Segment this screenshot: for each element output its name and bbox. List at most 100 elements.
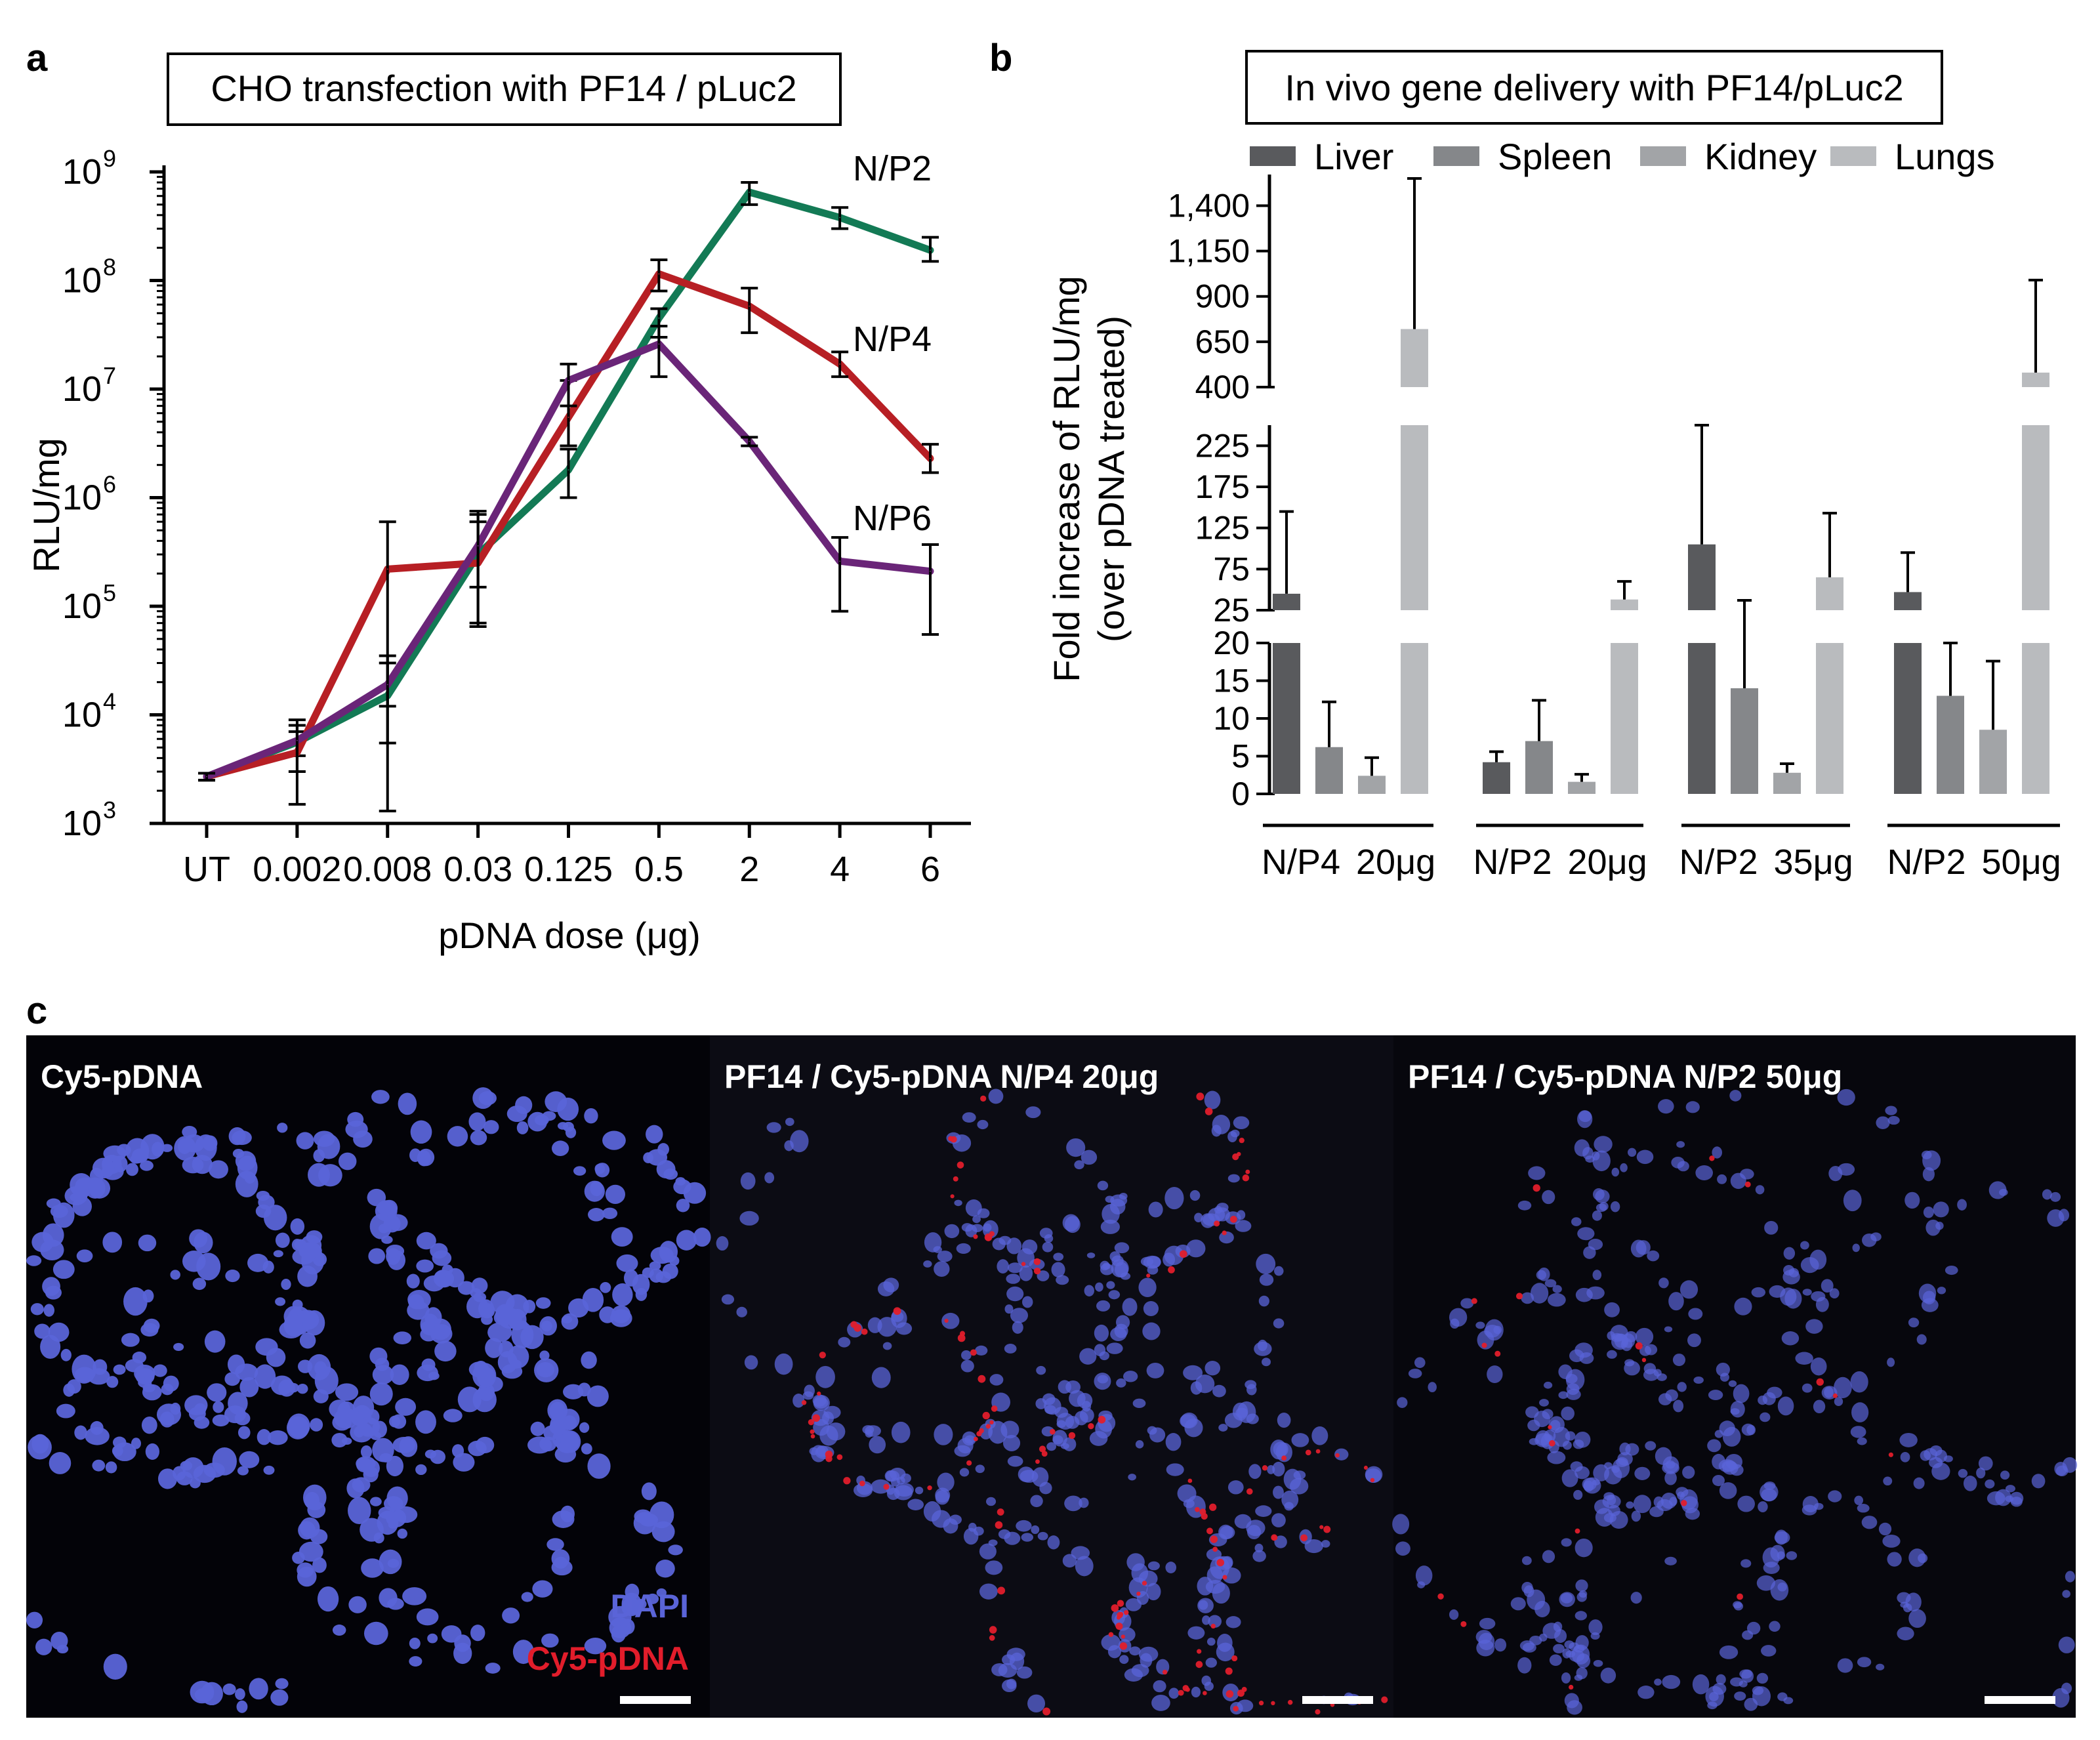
dapi-nucleus xyxy=(1728,1380,1737,1387)
dapi-nucleus xyxy=(1657,1373,1667,1381)
cy5-signal xyxy=(1195,1661,1203,1668)
chart-a-ytick-label-5: 10 xyxy=(62,261,102,300)
chart-a-title: CHO transfection with PF14 / pLuc2 xyxy=(211,68,796,109)
cy5-signal xyxy=(1178,1689,1184,1696)
dapi-nucleus xyxy=(802,1391,814,1400)
cy5-signal xyxy=(1204,1108,1213,1115)
dapi-nucleus xyxy=(1744,1697,1758,1711)
bar-group2-liver-part1 xyxy=(1688,544,1716,610)
dapi-nucleus xyxy=(1943,1455,1953,1462)
legend-swatch-spleen xyxy=(1433,146,1479,166)
dapi-nucleus xyxy=(736,1306,747,1317)
dapi-nucleus xyxy=(1813,1399,1826,1413)
error-bar-NP6-8 xyxy=(922,543,939,636)
dapi-nucleus xyxy=(557,1097,579,1121)
dapi-nucleus xyxy=(1191,1686,1201,1698)
data-point-NP2-4 xyxy=(567,469,569,471)
chart-a-xtick-label-3: 0.03 xyxy=(443,850,512,889)
dapi-nucleus xyxy=(254,1364,276,1389)
dapi-nucleus xyxy=(302,1484,327,1510)
error-bar-NP6-3 xyxy=(469,510,487,589)
dapi-nucleus xyxy=(1256,1253,1276,1274)
cy5-signal xyxy=(970,1349,977,1356)
dapi-nucleus xyxy=(1074,1160,1084,1170)
dapi-nucleus xyxy=(35,1638,52,1655)
dapi-nucleus xyxy=(1611,1333,1629,1350)
dapi-nucleus xyxy=(693,1228,711,1247)
chart-b-ylabel-line1: Fold increase of RLU/mg xyxy=(1046,276,1087,682)
chart-a-xtick-label-6: 2 xyxy=(739,850,759,889)
cy5-signal xyxy=(1229,1216,1237,1223)
dapi-nucleus xyxy=(611,1625,626,1643)
dapi-nucleus xyxy=(1774,1531,1790,1544)
dapi-nucleus xyxy=(1002,1434,1021,1451)
dapi-nucleus xyxy=(1593,1464,1609,1481)
cy5-signal xyxy=(1548,1425,1552,1430)
cy5-signal xyxy=(1039,1445,1046,1453)
chart-a-ytick-exp-0: 3 xyxy=(103,797,116,823)
dapi-nucleus xyxy=(1291,1433,1309,1447)
dapi-nucleus xyxy=(1114,1242,1130,1254)
dapi-nucleus xyxy=(2042,1189,2052,1200)
dapi-nucleus xyxy=(297,1566,317,1587)
dapi-nucleus xyxy=(1408,1369,1422,1378)
cy5-signal xyxy=(1305,1449,1311,1456)
dapi-nucleus xyxy=(611,1305,631,1323)
cy5-signal xyxy=(1098,1415,1106,1424)
dapi-nucleus xyxy=(534,1115,549,1126)
dapi-nucleus xyxy=(307,1354,331,1380)
dapi-nucleus xyxy=(1575,1538,1593,1558)
dapi-nucleus xyxy=(262,1260,274,1274)
dapi-nucleus xyxy=(1143,1301,1159,1317)
dapi-nucleus xyxy=(1212,1384,1226,1398)
dapi-nucleus xyxy=(1246,1384,1257,1396)
dapi-nucleus xyxy=(113,1364,126,1375)
dapi-nucleus xyxy=(377,1510,399,1535)
dapi-nucleus xyxy=(1051,1262,1065,1277)
group-label-np-1: N/P2 xyxy=(1473,842,1552,882)
dapi-nucleus xyxy=(1658,1277,1669,1289)
dapi-nucleus xyxy=(485,1338,503,1358)
dapi-nucleus xyxy=(1843,1190,1862,1212)
dapi-nucleus xyxy=(2058,1636,2075,1653)
dapi-nucleus xyxy=(31,1434,49,1454)
dapi-nucleus xyxy=(527,1436,552,1454)
dapi-nucleus xyxy=(1611,1167,1620,1177)
dapi-nucleus xyxy=(1764,1220,1779,1235)
dapi-nucleus xyxy=(1126,1553,1145,1571)
dapi-nucleus xyxy=(1479,1617,1496,1630)
dapi-nucleus xyxy=(290,1218,305,1235)
dapi-nucleus xyxy=(1138,1646,1159,1662)
legend-swatch-liver xyxy=(1250,146,1296,166)
data-point-NP6-6 xyxy=(749,440,751,442)
dapi-nucleus xyxy=(1084,1285,1094,1296)
dapi-nucleus xyxy=(581,1443,592,1455)
dapi-nucleus xyxy=(1006,1274,1021,1284)
chart-b-ytick-label-2-2: 900 xyxy=(1195,278,1250,315)
dapi-nucleus xyxy=(1246,1520,1266,1537)
data-point-NP6-1 xyxy=(296,739,298,741)
legend-label-kidney: Kidney xyxy=(1704,136,1817,177)
cy5-signal xyxy=(1515,1293,1523,1300)
dapi-nucleus xyxy=(1227,1130,1237,1142)
dapi-nucleus xyxy=(1031,1525,1040,1535)
dapi-nucleus xyxy=(1577,1227,1595,1241)
dapi-nucleus xyxy=(1252,1550,1266,1562)
dapi-nucleus xyxy=(161,1383,174,1396)
dapi-nucleus xyxy=(1550,1420,1561,1431)
cy5-signal xyxy=(808,1419,814,1426)
dapi-nucleus xyxy=(255,1204,272,1218)
dapi-nucleus xyxy=(1931,1462,1950,1480)
cy5-signal xyxy=(1315,1449,1321,1454)
dapi-nucleus xyxy=(360,1445,373,1459)
bar-group1-liver xyxy=(1483,762,1510,794)
dapi-nucleus xyxy=(1685,1101,1700,1113)
micrograph-2 xyxy=(710,1035,1393,1718)
dapi-nucleus xyxy=(862,1425,875,1434)
dapi-nucleus xyxy=(891,1421,911,1443)
dapi-nucleus xyxy=(1227,1480,1244,1495)
dapi-nucleus xyxy=(297,1384,308,1394)
dapi-nucleus xyxy=(1019,1470,1039,1483)
cy5-signal xyxy=(1033,1258,1041,1266)
dapi-nucleus xyxy=(1202,1615,1210,1625)
